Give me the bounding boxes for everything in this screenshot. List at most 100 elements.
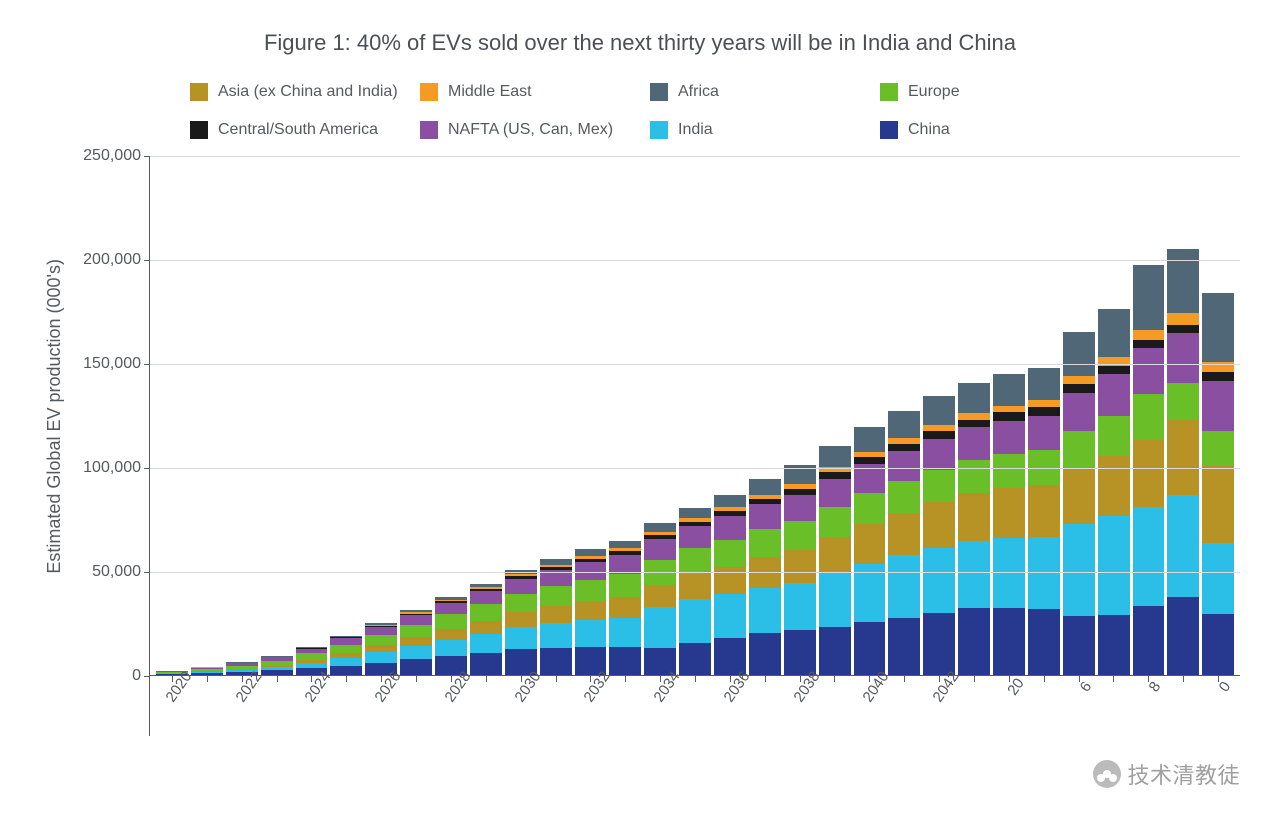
segment-africa [679, 508, 711, 518]
segment-europe [365, 635, 397, 645]
segment-nafta [470, 591, 502, 604]
segment-europe [819, 507, 851, 537]
bar-2027 [400, 610, 432, 676]
segment-africa [888, 411, 920, 438]
segment-asia_ex [993, 488, 1025, 538]
figure-container: Figure 1: 40% of EVs sold over the next … [0, 0, 1280, 820]
segment-africa [749, 479, 781, 495]
y-tick-mark [144, 364, 150, 365]
segment-central_s_america [958, 420, 990, 428]
segment-africa [993, 374, 1025, 405]
segment-europe [1167, 383, 1199, 420]
segment-nafta [505, 579, 537, 594]
x-tick-mark [869, 676, 870, 682]
segment-europe [1063, 431, 1095, 468]
x-label-cell: 2022 [226, 678, 258, 736]
x-tick-mark [730, 676, 731, 682]
segment-asia_ex [644, 585, 676, 608]
segment-central_s_america [1167, 325, 1199, 333]
segment-europe [575, 580, 607, 602]
bar-2039 [819, 446, 851, 676]
segment-europe [958, 460, 990, 493]
bar-2042 [923, 396, 955, 676]
x-tick-label: 20 [1004, 675, 1027, 698]
bar-2049 [1167, 249, 1199, 676]
x-label-cell: 2028 [435, 678, 467, 736]
bar-2028 [435, 597, 467, 676]
wechat-icon [1093, 760, 1121, 788]
x-label-cell: 2038 [784, 678, 816, 736]
bar-group [150, 156, 1240, 676]
legend-label: Asia (ex China and India) [218, 83, 398, 101]
bar-2031 [540, 559, 572, 676]
segment-europe [923, 470, 955, 502]
legend-swatch [650, 83, 668, 101]
segment-india [958, 541, 990, 609]
x-tick-mark [451, 676, 452, 682]
legend-item-asia_ex: Asia (ex China and India) [190, 76, 400, 108]
segment-asia_ex [923, 502, 955, 548]
x-tick-mark [1183, 676, 1184, 682]
chart-area: Estimated Global EV production (000's) 0… [40, 156, 1240, 736]
legend-label: NAFTA (US, Can, Mex) [448, 121, 613, 139]
x-label-cell: 0 [1202, 678, 1234, 736]
bar-2033 [609, 541, 641, 677]
legend-swatch [650, 121, 668, 139]
x-label-cell [749, 678, 781, 736]
bar-2041 [888, 411, 920, 676]
x-label-cell [1028, 678, 1060, 736]
x-label-cell: 2030 [505, 678, 537, 736]
x-tick-mark [556, 676, 557, 682]
segment-central_s_america [1028, 407, 1060, 416]
x-label-cell [888, 678, 920, 736]
segment-nafta [993, 421, 1025, 454]
segment-china [1202, 614, 1234, 676]
legend-label: Middle East [448, 83, 532, 101]
x-tick-mark [1218, 676, 1219, 682]
segment-africa [1063, 332, 1095, 376]
x-label-cell [819, 678, 851, 736]
x-tick-mark [172, 676, 173, 682]
segment-china [958, 608, 990, 676]
x-tick-mark [416, 676, 417, 682]
x-label-cell [609, 678, 641, 736]
segment-china [854, 622, 886, 676]
segment-middle_east [1167, 313, 1199, 324]
segment-asia_ex [435, 629, 467, 640]
segment-nafta [1202, 381, 1234, 431]
segment-central_s_america [1202, 372, 1234, 380]
x-label-cell [470, 678, 502, 736]
segment-middle_east [1133, 330, 1165, 340]
x-tick-mark [1044, 676, 1045, 682]
segment-central_s_america [923, 431, 955, 438]
segment-africa [819, 446, 851, 468]
segment-europe [854, 493, 886, 524]
x-tick-mark [486, 676, 487, 682]
segment-india [1028, 537, 1060, 610]
x-tick-mark [207, 676, 208, 682]
segment-africa [1028, 368, 1060, 400]
bar-2048 [1133, 265, 1165, 676]
segment-india [365, 652, 397, 662]
x-tick-mark [1113, 676, 1114, 682]
segment-india [330, 658, 362, 665]
segment-nafta [679, 526, 711, 548]
bar-2026 [365, 623, 397, 676]
y-tick-label: 200,000 [83, 251, 141, 269]
segment-china [400, 659, 432, 676]
segment-europe [1202, 431, 1234, 466]
segment-nafta [1167, 333, 1199, 383]
watermark: 技术清教徒 [1093, 758, 1240, 790]
segment-india [1098, 516, 1130, 615]
bar-2040 [854, 427, 886, 676]
segment-africa [1167, 249, 1199, 313]
segment-nafta [888, 451, 920, 481]
segment-india [575, 620, 607, 647]
segment-asia_ex [609, 597, 641, 618]
x-label-cell: 2042 [923, 678, 955, 736]
legend-swatch [190, 121, 208, 139]
segment-europe [470, 604, 502, 621]
segment-asia_ex [1167, 420, 1199, 495]
x-label-cell [191, 678, 223, 736]
segment-africa [923, 396, 955, 425]
